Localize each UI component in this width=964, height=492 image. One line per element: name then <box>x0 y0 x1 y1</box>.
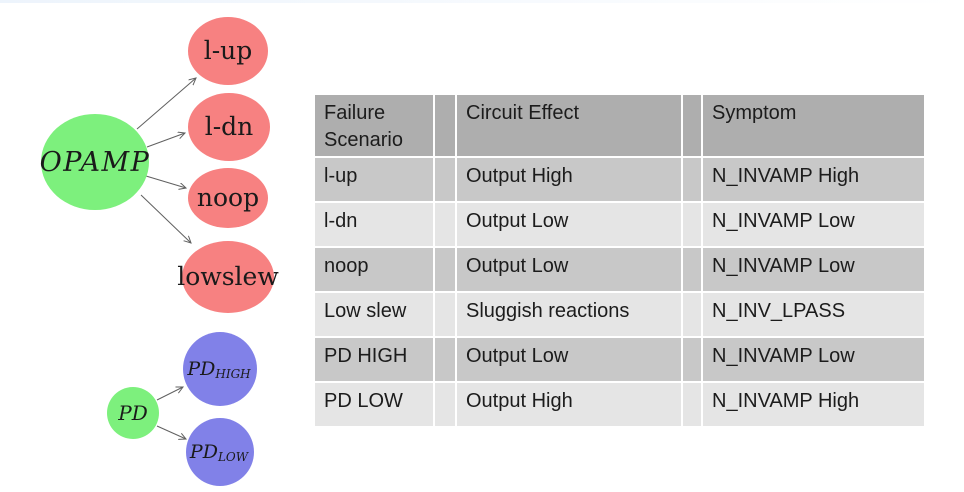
cell-spacer <box>683 338 701 381</box>
cell-symptom: N_INVAMP Low <box>703 338 924 381</box>
cell-effect: Output High <box>457 383 681 426</box>
edge-pd-pdhigh <box>156 387 183 401</box>
top-edge-accent <box>0 0 964 3</box>
node-opamp: OPAMP <box>40 114 151 210</box>
cell-spacer <box>683 203 701 246</box>
cell-scenario: PD LOW <box>315 383 433 426</box>
header-symptom: Symptom <box>703 95 924 156</box>
node-noop: noop <box>188 168 268 228</box>
node-lowslew: lowslew <box>177 241 279 313</box>
edge-opamp-ldn <box>146 133 185 148</box>
header-spacer-1 <box>435 95 455 156</box>
header-failure-scenario: Failure Scenario <box>315 95 433 156</box>
cell-symptom: N_INVAMP Low <box>703 248 924 291</box>
cell-spacer <box>683 383 701 426</box>
header-spacer-2 <box>683 95 701 156</box>
cell-effect: Output Low <box>457 338 681 381</box>
node-l-up-label: l-up <box>204 36 253 65</box>
cell-spacer <box>683 293 701 336</box>
failure-symptom-table: Failure Scenario Circuit Effect Symptom … <box>315 95 924 426</box>
node-pd-low: PDLOW <box>186 418 254 486</box>
cell-spacer <box>435 248 455 291</box>
cell-spacer <box>435 203 455 246</box>
cell-effect: Sluggish reactions <box>457 293 681 336</box>
cell-effect: Output Low <box>457 203 681 246</box>
cell-scenario: l-up <box>315 158 433 201</box>
node-opamp-label: OPAMP <box>40 147 151 178</box>
node-pd: PD <box>107 387 159 439</box>
edge-opamp-lup <box>136 78 196 130</box>
cell-spacer <box>683 248 701 291</box>
node-pd-high-label: PDHIGH <box>186 358 251 381</box>
node-l-up: l-up <box>188 17 268 85</box>
edge-opamp-lowslew <box>140 194 191 243</box>
cell-spacer <box>435 338 455 381</box>
cell-effect: Output High <box>457 158 681 201</box>
header-circuit-effect: Circuit Effect <box>457 95 681 156</box>
edge-pd-pdlow <box>156 425 186 439</box>
cell-scenario: noop <box>315 248 433 291</box>
node-lowslew-label: lowslew <box>177 262 279 291</box>
cell-symptom: N_INVAMP High <box>703 158 924 201</box>
cell-symptom: N_INV_LPASS <box>703 293 924 336</box>
cell-spacer <box>435 293 455 336</box>
node-pd-label: PD <box>117 401 148 425</box>
cell-scenario: Low slew <box>315 293 433 336</box>
node-noop-label: noop <box>197 183 259 212</box>
cell-spacer <box>435 383 455 426</box>
node-pd-high: PDHIGH <box>183 332 257 406</box>
cell-spacer <box>435 158 455 201</box>
cell-symptom: N_INVAMP Low <box>703 203 924 246</box>
cell-scenario: l-dn <box>315 203 433 246</box>
fault-tree-diagram: OPAMP l-up l-dn noop lowslew PD PDHIGH <box>40 17 279 486</box>
cell-symptom: N_INVAMP High <box>703 383 924 426</box>
cell-effect: Output Low <box>457 248 681 291</box>
node-pd-low-label: PDLOW <box>189 441 250 464</box>
node-l-dn-label: l-dn <box>205 112 254 141</box>
cell-scenario: PD HIGH <box>315 338 433 381</box>
cell-spacer <box>683 158 701 201</box>
node-l-dn: l-dn <box>188 93 270 161</box>
edge-opamp-noop <box>145 175 186 188</box>
